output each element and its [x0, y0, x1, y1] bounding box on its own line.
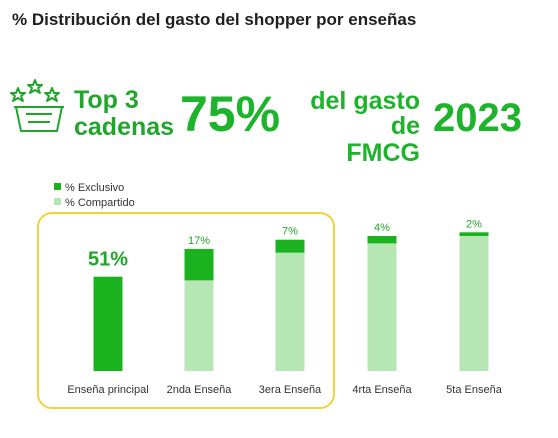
bar-shared-2	[184, 280, 214, 371]
legend-swatch-shared	[54, 198, 61, 205]
bar-exclusive-1	[93, 276, 123, 371]
headline-top3: Top 3 cadenas	[74, 88, 174, 140]
bar-exclusive-3	[275, 239, 305, 253]
headline-top3-line1: Top 3	[74, 86, 139, 114]
bar-exclusive-5	[459, 232, 489, 236]
bar-shared-4	[367, 243, 397, 371]
headline-gasto-line2: FMCG	[346, 139, 420, 167]
bar-exclusive-2	[184, 248, 214, 281]
category-label-5: 5ta Enseña	[446, 384, 503, 396]
bar-shared-5	[459, 236, 489, 371]
bar-exclusive-4	[367, 236, 397, 244]
stars-basket-icon	[10, 79, 64, 132]
legend-label-shared: % Compartido	[65, 197, 135, 209]
category-label-2: 2nda Enseña	[167, 384, 233, 396]
headline-year: 2023	[433, 96, 522, 140]
legend-swatch-exclusive	[54, 183, 61, 190]
data-label-4: 4%	[374, 222, 390, 234]
category-label-1: Enseña principal	[67, 384, 148, 396]
category-label-4: 4rta Enseña	[352, 384, 412, 396]
data-label-5: 2%	[466, 218, 482, 230]
highlight-box	[37, 212, 335, 409]
legend-label-exclusive: % Exclusivo	[65, 182, 124, 194]
data-label-3: 7%	[282, 226, 298, 238]
page-title: % Distribución del gasto del shopper por…	[12, 10, 417, 29]
headline-gasto-line1: del gasto de	[310, 87, 420, 140]
headline-gasto: del gasto de FMCG	[280, 89, 420, 166]
data-label-2: 17%	[188, 235, 210, 247]
headline-percent: 75%	[180, 86, 281, 142]
data-label-1: 51%	[88, 249, 128, 271]
bar-shared-3	[275, 252, 305, 371]
category-label-3: 3era Enseña	[259, 384, 322, 396]
headline-top3-line2: cadenas	[74, 113, 175, 141]
